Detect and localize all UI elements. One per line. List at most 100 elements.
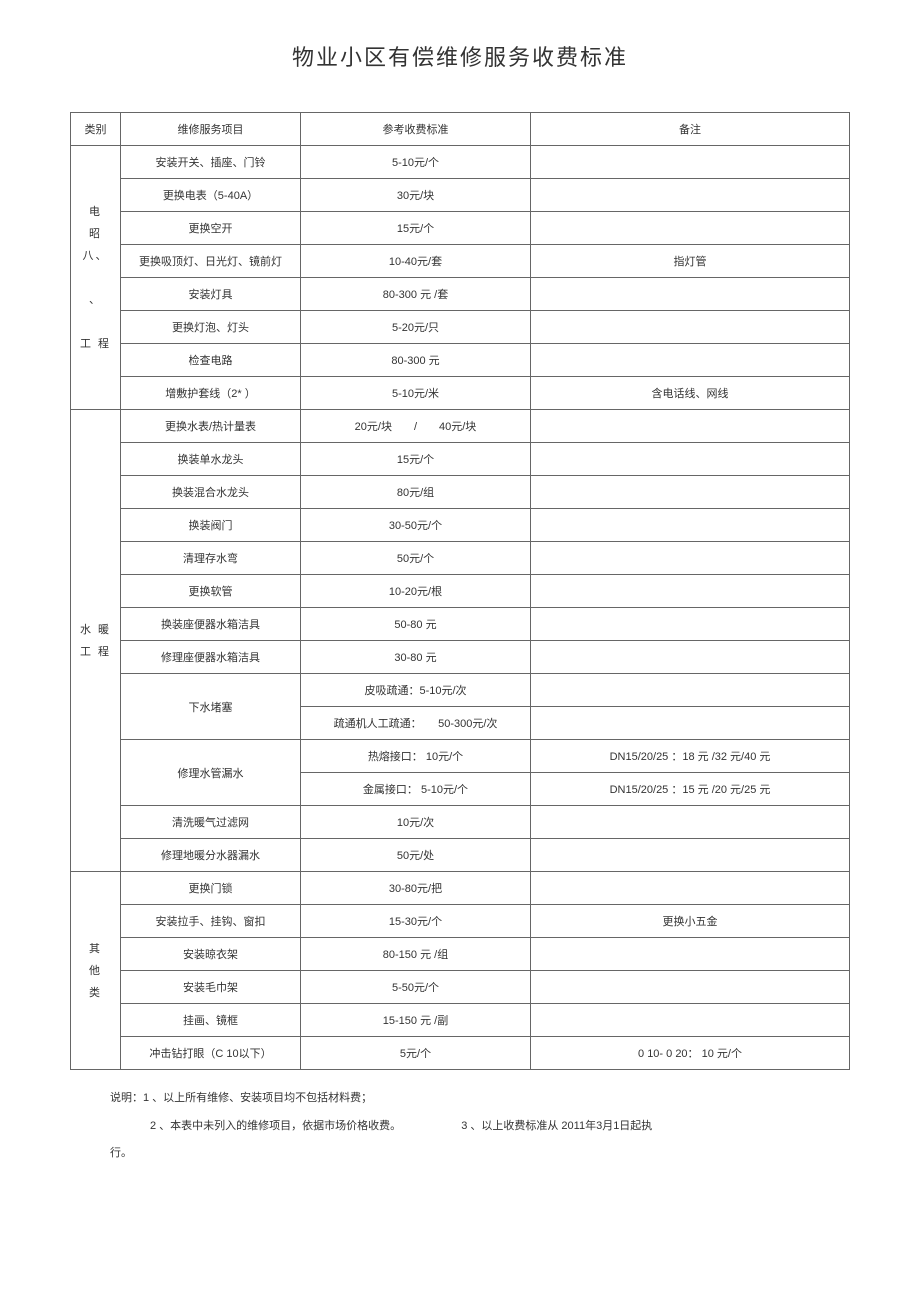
item-cell: 安装开关、插座、门铃 — [121, 146, 301, 179]
item-cell: 更换电表（5-40A） — [121, 179, 301, 212]
note-cell — [531, 443, 850, 476]
table-row: 挂画、镜框 15-150 元 /副 — [71, 1004, 850, 1037]
item-cell: 换装阀门 — [121, 509, 301, 542]
note-cell: 更换小五金 — [531, 905, 850, 938]
note-2: 2 、本表中未列入的维修项目，依据市场价格收费。 — [150, 1113, 401, 1141]
item-cell: 换装混合水龙头 — [121, 476, 301, 509]
table-row: 电 昭 八、 、 工 程 安装开关、插座、门铃 5-10元/个 — [71, 146, 850, 179]
note-cell: 0 10- 0 20： 10 元/个 — [531, 1037, 850, 1070]
table-row: 更换电表（5-40A） 30元/块 — [71, 179, 850, 212]
price-cell: 10-20元/根 — [301, 575, 531, 608]
note-cell — [531, 608, 850, 641]
price-cell: 80元/组 — [301, 476, 531, 509]
item-cell: 更换空开 — [121, 212, 301, 245]
price-cell: 30-50元/个 — [301, 509, 531, 542]
table-row: 更换软管 10-20元/根 — [71, 575, 850, 608]
note-cell: 含电话线、网线 — [531, 377, 850, 410]
note-cell: DN15/20/25 ：15 元 /20 元/25 元 — [531, 773, 850, 806]
price-cell: 10-40元/套 — [301, 245, 531, 278]
price-cell: 20元/块 / 40元/块 — [301, 410, 531, 443]
table-row: 冲击钻打眼（C 10以下） 5元/个 0 10- 0 20： 10 元/个 — [71, 1037, 850, 1070]
table-header-row: 类别 维修服务项目 参考收费标准 备注 — [71, 113, 850, 146]
note-cell — [531, 179, 850, 212]
table-row: 修理水管漏水 热熔接口： 10元/个 DN15/20/25 ：18 元 /32 … — [71, 740, 850, 773]
table-row: 更换灯泡、灯头 5-20元/只 — [71, 311, 850, 344]
note-cell — [531, 509, 850, 542]
table-row: 安装毛巾架 5-50元/个 — [71, 971, 850, 1004]
item-cell: 下水堵塞 — [121, 674, 301, 740]
note-cell: 指灯管 — [531, 245, 850, 278]
table-row: 清洗暖气过滤网 10元/次 — [71, 806, 850, 839]
price-cell: 30-80元/把 — [301, 872, 531, 905]
note-cell — [531, 146, 850, 179]
item-cell: 更换门锁 — [121, 872, 301, 905]
item-cell: 更换水表/热计量表 — [121, 410, 301, 443]
price-cell: 15-150 元 /副 — [301, 1004, 531, 1037]
price-cell: 5-10元/个 — [301, 146, 531, 179]
table-row: 更换空开 15元/个 — [71, 212, 850, 245]
table-row: 增敷护套线（2* ） 5-10元/米 含电话线、网线 — [71, 377, 850, 410]
note-cell — [531, 344, 850, 377]
price-cell: 金属接口： 5-10元/个 — [301, 773, 531, 806]
table-row: 修理座便器水箱洁具 30-80 元 — [71, 641, 850, 674]
header-note: 备注 — [531, 113, 850, 146]
note-cell — [531, 311, 850, 344]
price-cell: 80-150 元 /组 — [301, 938, 531, 971]
item-cell: 修理地暖分水器漏水 — [121, 839, 301, 872]
item-cell: 安装晾衣架 — [121, 938, 301, 971]
price-cell: 皮吸疏通：5-10元/次 — [301, 674, 531, 707]
table-row: 清理存水弯 50元/个 — [71, 542, 850, 575]
item-cell: 更换灯泡、灯头 — [121, 311, 301, 344]
table-row: 换装单水龙头 15元/个 — [71, 443, 850, 476]
table-row: 安装拉手、挂钩、窗扣 15-30元/个 更换小五金 — [71, 905, 850, 938]
price-cell: 5-20元/只 — [301, 311, 531, 344]
table-row: 修理地暖分水器漏水 50元/处 — [71, 839, 850, 872]
price-cell: 热熔接口： 10元/个 — [301, 740, 531, 773]
page-title: 物业小区有偿维修服务收费标准 — [70, 40, 850, 72]
note-cell — [531, 1004, 850, 1037]
item-cell: 更换软管 — [121, 575, 301, 608]
price-cell: 50-80 元 — [301, 608, 531, 641]
note-cell — [531, 641, 850, 674]
price-cell: 50元/处 — [301, 839, 531, 872]
item-cell: 修理座便器水箱洁具 — [121, 641, 301, 674]
price-cell: 15-30元/个 — [301, 905, 531, 938]
category-plumbing: 水 暖 工 程 — [71, 410, 121, 872]
price-cell: 疏通机人工疏通： 50-300元/次 — [301, 707, 531, 740]
table-row: 换装座便器水箱洁具 50-80 元 — [71, 608, 850, 641]
table-row: 换装混合水龙头 80元/组 — [71, 476, 850, 509]
header-price: 参考收费标准 — [301, 113, 531, 146]
note-cell — [531, 707, 850, 740]
category-electric: 电 昭 八、 、 工 程 — [71, 146, 121, 410]
note-3b: 行。 — [110, 1140, 850, 1168]
note-cell — [531, 971, 850, 1004]
item-cell: 安装拉手、挂钩、窗扣 — [121, 905, 301, 938]
item-cell: 清洗暖气过滤网 — [121, 806, 301, 839]
price-cell: 5-50元/个 — [301, 971, 531, 1004]
category-other: 其 他 类 — [71, 872, 121, 1070]
note-cell — [531, 410, 850, 443]
note-cell — [531, 839, 850, 872]
table-row: 其 他 类 更换门锁 30-80元/把 — [71, 872, 850, 905]
note-3: 3 、以上收费标准从 2011年3月1日起执 — [461, 1113, 652, 1141]
item-cell: 检查电路 — [121, 344, 301, 377]
table-row: 检查电路 80-300 元 — [71, 344, 850, 377]
note-cell — [531, 575, 850, 608]
item-cell: 安装灯具 — [121, 278, 301, 311]
item-cell: 安装毛巾架 — [121, 971, 301, 1004]
table-row: 换装阀门 30-50元/个 — [71, 509, 850, 542]
table-row: 更换吸顶灯、日光灯、镜前灯 10-40元/套 指灯管 — [71, 245, 850, 278]
table-row: 下水堵塞 皮吸疏通：5-10元/次 — [71, 674, 850, 707]
fee-table: 类别 维修服务项目 参考收费标准 备注 电 昭 八、 、 工 程 安装开关、插座… — [70, 112, 850, 1070]
price-cell: 10元/次 — [301, 806, 531, 839]
price-cell: 80-300 元 — [301, 344, 531, 377]
table-row: 安装晾衣架 80-150 元 /组 — [71, 938, 850, 971]
note-cell — [531, 542, 850, 575]
note-cell — [531, 806, 850, 839]
price-cell: 15元/个 — [301, 443, 531, 476]
note-cell — [531, 476, 850, 509]
price-cell: 50元/个 — [301, 542, 531, 575]
item-cell: 换装座便器水箱洁具 — [121, 608, 301, 641]
price-cell: 15元/个 — [301, 212, 531, 245]
price-cell: 80-300 元 /套 — [301, 278, 531, 311]
